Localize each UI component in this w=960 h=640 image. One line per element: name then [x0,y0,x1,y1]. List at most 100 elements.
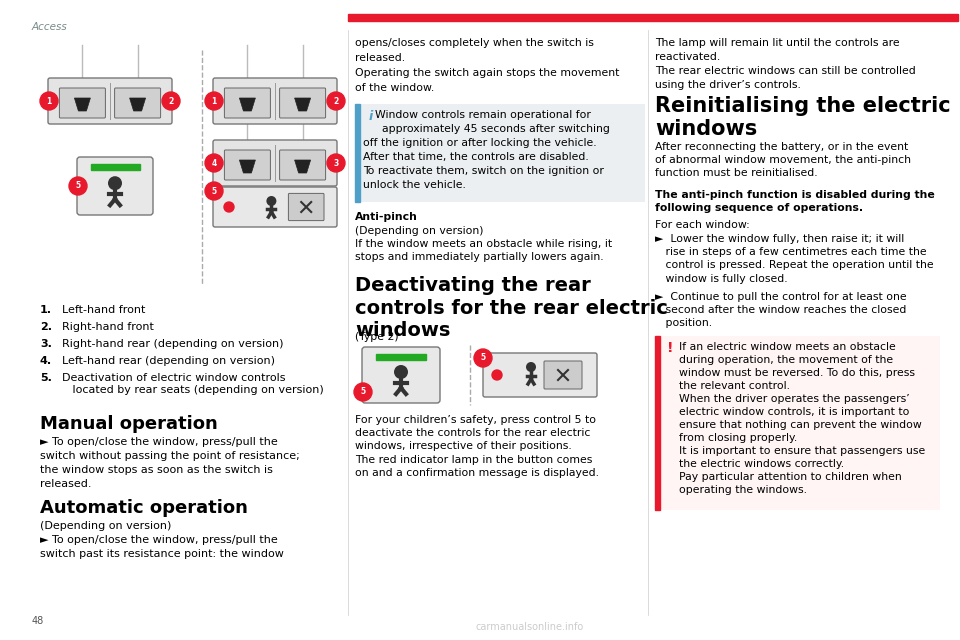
Text: 1.: 1. [40,305,52,315]
Text: Right-hand front: Right-hand front [62,322,154,332]
Text: Deactivation of electric window controls
   located by rear seats (depending on : Deactivation of electric window controls… [62,373,324,395]
Bar [355,104,360,202]
Circle shape [69,177,87,195]
Text: window must be reversed. To do this, press: window must be reversed. To do this, pre… [679,368,915,378]
Text: 3: 3 [333,159,339,168]
FancyBboxPatch shape [213,78,337,124]
Circle shape [224,202,234,212]
Text: Manual operation: Manual operation [40,415,218,433]
Polygon shape [295,160,311,173]
Circle shape [205,154,223,172]
Circle shape [474,349,492,367]
Text: ►  Lower the window fully, then raise it; it will
   rise in steps of a few cent: ► Lower the window fully, then raise it;… [655,234,934,284]
Circle shape [162,92,180,110]
FancyBboxPatch shape [213,140,337,186]
Bar [375,354,426,360]
FancyBboxPatch shape [288,193,324,221]
FancyBboxPatch shape [279,150,325,180]
Text: Left-hand rear (depending on version): Left-hand rear (depending on version) [62,356,275,366]
Text: the electric windows correctly.: the electric windows correctly. [679,459,844,469]
Text: the relevant control.: the relevant control. [679,381,790,391]
FancyBboxPatch shape [114,88,160,118]
Circle shape [327,154,345,172]
Circle shape [394,365,408,379]
Text: opens/closes completely when the switch is: opens/closes completely when the switch … [355,38,594,48]
Text: (Depending on version)
► To open/close the window, press/pull the
switch past it: (Depending on version) ► To open/close t… [40,521,284,559]
Text: 5: 5 [76,182,81,191]
Text: off the ignition or after locking the vehicle.: off the ignition or after locking the ve… [363,138,596,148]
Circle shape [526,362,536,372]
Text: For your children’s safety, press control 5 to
deactivate the controls for the r: For your children’s safety, press contro… [355,415,599,478]
Text: After that time, the controls are disabled.: After that time, the controls are disabl… [363,152,588,162]
Text: from closing properly.: from closing properly. [679,433,797,443]
Text: Access: Access [32,22,68,32]
Text: 5: 5 [211,186,217,195]
Text: 48: 48 [32,616,44,626]
Polygon shape [295,98,311,111]
Circle shape [266,196,276,206]
Text: 1: 1 [211,97,217,106]
Text: 4.: 4. [40,356,52,366]
FancyBboxPatch shape [77,157,153,215]
FancyBboxPatch shape [279,88,325,118]
FancyBboxPatch shape [362,347,440,403]
Text: 4: 4 [211,159,217,168]
Circle shape [492,370,502,380]
Polygon shape [239,98,255,111]
Text: When the driver operates the passengers’: When the driver operates the passengers’ [679,394,910,404]
Circle shape [354,383,372,401]
FancyBboxPatch shape [48,78,172,124]
Text: The anti-pinch function is disabled during the
following sequence of operations.: The anti-pinch function is disabled duri… [655,190,935,213]
Bar [90,164,139,170]
Text: approximately 45 seconds after switching: approximately 45 seconds after switching [375,124,610,134]
Text: during operation, the movement of the: during operation, the movement of the [679,355,893,365]
Circle shape [108,176,122,190]
Bar [348,14,958,21]
Circle shape [205,92,223,110]
Text: Automatic operation: Automatic operation [40,499,248,517]
Polygon shape [130,98,146,111]
Text: 5.: 5. [40,373,52,383]
Text: 1: 1 [46,97,52,106]
Text: Window controls remain operational for: Window controls remain operational for [375,110,590,120]
Text: It is important to ensure that passengers use: It is important to ensure that passenger… [679,446,925,456]
FancyBboxPatch shape [213,187,337,227]
Text: To reactivate them, switch on the ignition or: To reactivate them, switch on the igniti… [363,166,604,176]
Text: carmanualsonline.info: carmanualsonline.info [476,622,584,632]
Text: 3.: 3. [40,339,52,349]
FancyBboxPatch shape [60,88,106,118]
FancyBboxPatch shape [544,361,582,389]
Text: (Depending on version)
If the window meets an obstacle while rising, it
stops an: (Depending on version) If the window mee… [355,226,612,262]
Text: ► To open/close the window, press/pull the
switch without passing the point of r: ► To open/close the window, press/pull t… [40,437,300,489]
Text: For each window:: For each window: [655,220,750,230]
Text: (Type 2): (Type 2) [355,332,398,342]
Text: 5: 5 [480,353,486,362]
Text: 2.: 2. [40,322,52,332]
FancyBboxPatch shape [655,336,940,510]
Text: !: ! [667,341,674,355]
Circle shape [205,182,223,200]
Text: 2: 2 [333,97,339,106]
Text: operating the windows.: operating the windows. [679,485,807,495]
Text: Pay particular attention to children when: Pay particular attention to children whe… [679,472,901,482]
Text: released.: released. [355,53,405,63]
Text: Operating the switch again stops the movement: Operating the switch again stops the mov… [355,68,619,78]
Text: Left-hand front: Left-hand front [62,305,145,315]
Text: ►  Continue to pull the control for at least one
   second after the window reac: ► Continue to pull the control for at le… [655,292,906,328]
FancyBboxPatch shape [225,88,271,118]
Text: 5: 5 [360,387,366,397]
Text: unlock the vehicle.: unlock the vehicle. [363,180,466,190]
Text: Reinitialising the electric
windows: Reinitialising the electric windows [655,96,950,139]
Polygon shape [239,160,255,173]
Text: The lamp will remain lit until the controls are
reactivated.
The rear electric w: The lamp will remain lit until the contr… [655,38,916,90]
Text: Anti-pinch: Anti-pinch [355,212,418,222]
FancyBboxPatch shape [225,150,271,180]
Text: electric window controls, it is important to: electric window controls, it is importan… [679,407,909,417]
Bar [655,336,660,510]
FancyBboxPatch shape [483,353,597,397]
Text: ensure that nothing can prevent the window: ensure that nothing can prevent the wind… [679,420,922,430]
Text: of the window.: of the window. [355,83,434,93]
Text: 2: 2 [168,97,174,106]
FancyBboxPatch shape [355,104,645,202]
Circle shape [40,92,58,110]
